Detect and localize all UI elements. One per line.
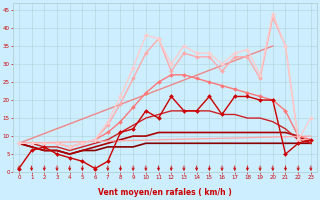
X-axis label: Vent moyen/en rafales ( km/h ): Vent moyen/en rafales ( km/h ) [98, 188, 232, 197]
